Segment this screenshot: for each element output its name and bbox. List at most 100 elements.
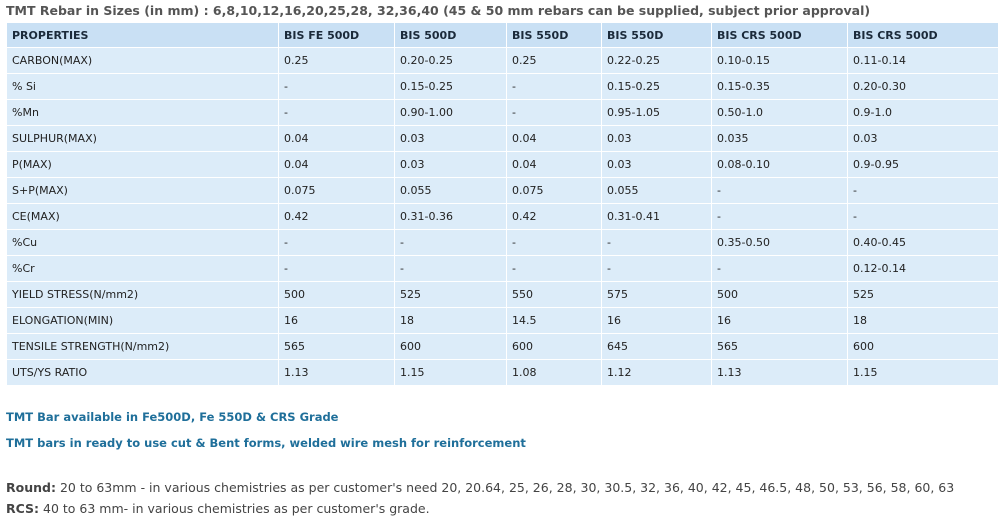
table-cell: 645 [601, 333, 712, 360]
table-cell: 0.04 [278, 125, 395, 152]
table-row: UTS/YS RATIO 1.13 1.15 1.08 1.12 1.13 1.15 [6, 359, 999, 386]
table-cell: - [601, 255, 712, 282]
table-cell: 600 [506, 333, 602, 360]
table-cell: 525 [847, 281, 999, 308]
header-cell: BIS CRS 500D [847, 22, 999, 48]
table-cell: 0.15-0.25 [394, 73, 507, 100]
table-cell: - [278, 73, 395, 100]
detail-text: 20 to 63mm - in various chemistries as p… [55, 480, 955, 495]
table-cell: 550 [506, 281, 602, 308]
table-row: %Cr - - - - -0.12-0.14 [6, 255, 999, 282]
table-cell: 0.03 [394, 151, 507, 178]
table-cell: 0.90-1.00 [394, 99, 507, 126]
header-cell: BIS 550D [506, 22, 602, 48]
table-cell: - [847, 177, 999, 204]
detail-label: Round: [6, 480, 56, 495]
table-row: SULPHUR(MAX) 0.04 0.03 0.04 0.03 0.035 0.03 [6, 125, 999, 152]
table-cell: 0.08-0.10 [711, 151, 848, 178]
header-cell: PROPERTIES [6, 22, 279, 48]
table-cell: - [278, 255, 395, 282]
table-cell: 0.25 [506, 47, 602, 74]
table-cell: 0.04 [278, 151, 395, 178]
table-cell: 0.42 [278, 203, 395, 230]
table-cell: - [506, 73, 602, 100]
header-cell: BIS 500D [394, 22, 507, 48]
table-cell: 0.35-0.50 [711, 229, 848, 256]
table-cell: - [278, 99, 395, 126]
table-cell: 1.13 [278, 359, 395, 386]
table-row: YIELD STRESS(N/mm2) 500 525 550 575 500 525 [6, 281, 999, 308]
table-cell: TENSILE STRENGTH(N/mm2) [6, 333, 279, 360]
note: TMT Bar available in Fe500D, Fe 550D & C… [6, 410, 339, 424]
table-row: ELONGATION(MIN) 16 18 14.5 16 16 18 [6, 307, 999, 334]
table-cell: 0.15-0.25 [601, 73, 712, 100]
table-cell: 18 [394, 307, 507, 334]
table-row: S+P(MAX) 0.075 0.055 0.075 0.055- - [6, 177, 999, 204]
table-cell: 0.03 [847, 125, 999, 152]
table-cell: 0.15-0.35 [711, 73, 848, 100]
table-cell: - [506, 229, 602, 256]
table-cell: 0.20-0.25 [394, 47, 507, 74]
table-row: CARBON(MAX) 0.25 0.20-0.25 0.25 0.22-0.25 0.1… [6, 47, 999, 74]
table-cell: 600 [847, 333, 999, 360]
table-cell: 0.03 [601, 151, 712, 178]
table-cell: 0.20-0.30 [847, 73, 999, 100]
table-cell: - [711, 203, 848, 230]
table-cell: 16 [278, 307, 395, 334]
table-cell: 16 [601, 307, 712, 334]
header-cell: BIS FE 500D [278, 22, 395, 48]
table-row: %Cu - - - -0.35-0.50 0.40-0.45 [6, 229, 999, 256]
title: TMT Rebar in Sizes (in mm) : 6,8,10,12,1… [6, 3, 871, 18]
table-cell: 500 [711, 281, 848, 308]
table-cell: 0.03 [601, 125, 712, 152]
table-row: TENSILE STRENGTH(N/mm2) 565 600 600 645 565 60… [6, 333, 999, 360]
table-cell: 0.9-1.0 [847, 99, 999, 126]
table-cell: UTS/YS RATIO [6, 359, 279, 386]
table-cell: 16 [711, 307, 848, 334]
table-cell: YIELD STRESS(N/mm2) [6, 281, 279, 308]
table-cell: CE(MAX) [6, 203, 279, 230]
table-cell: - [601, 229, 712, 256]
table-row: %Mn -0.90-1.00-0.95-1.05 0.50-1.0 0.9-1.0 [6, 99, 999, 126]
table-cell: %Cr [6, 255, 279, 282]
table-cell: CARBON(MAX) [6, 47, 279, 74]
table-cell: SULPHUR(MAX) [6, 125, 279, 152]
table-row: % Si -0.15-0.25-0.15-0.25 0.15-0.35 0.20-0.… [6, 73, 999, 100]
table-cell: 525 [394, 281, 507, 308]
table-row: CE(MAX) 0.42 0.31-0.36 0.42 0.31-0.41- - [6, 203, 999, 230]
header-cell: BIS CRS 500D [711, 22, 848, 48]
table-cell: 14.5 [506, 307, 602, 334]
table-cell: 0.04 [506, 125, 602, 152]
table-cell: 0.10-0.15 [711, 47, 848, 74]
table-cell: - [506, 255, 602, 282]
table-cell: P(MAX) [6, 151, 279, 178]
table-cell: 0.035 [711, 125, 848, 152]
table-cell: 0.31-0.41 [601, 203, 712, 230]
table-cell: 565 [711, 333, 848, 360]
table-cell: % Si [6, 73, 279, 100]
table-cell: 0.075 [506, 177, 602, 204]
table-cell: - [711, 177, 848, 204]
table-cell: - [847, 203, 999, 230]
table-cell: 0.25 [278, 47, 395, 74]
table-cell: 565 [278, 333, 395, 360]
table: PROPERTIES BIS FE 500D BIS 500D BIS 550D BIS… [6, 22, 999, 386]
note: TMT bars in ready to use cut & Bent form… [6, 436, 526, 450]
table-body: CARBON(MAX) 0.25 0.20-0.25 0.25 0.22-0.25 0.1… [6, 47, 999, 386]
table-cell: 0.50-1.0 [711, 99, 848, 126]
detail: Round: 20 to 63mm - in various chemistri… [6, 480, 954, 495]
table-cell: %Mn [6, 99, 279, 126]
table-cell: - [394, 229, 507, 256]
table-cell: 0.31-0.36 [394, 203, 507, 230]
table-cell: 0.11-0.14 [847, 47, 999, 74]
table-cell: 1.08 [506, 359, 602, 386]
table-cell: 0.055 [394, 177, 507, 204]
table-cell: - [278, 229, 395, 256]
table-cell: %Cu [6, 229, 279, 256]
table-cell: - [394, 255, 507, 282]
table-cell: 500 [278, 281, 395, 308]
table-cell: 1.15 [847, 359, 999, 386]
detail: RCS: 40 to 63 mm- in various chemistries… [6, 501, 430, 516]
header-row: PROPERTIES BIS FE 500D BIS 500D BIS 550D BIS… [6, 22, 999, 48]
